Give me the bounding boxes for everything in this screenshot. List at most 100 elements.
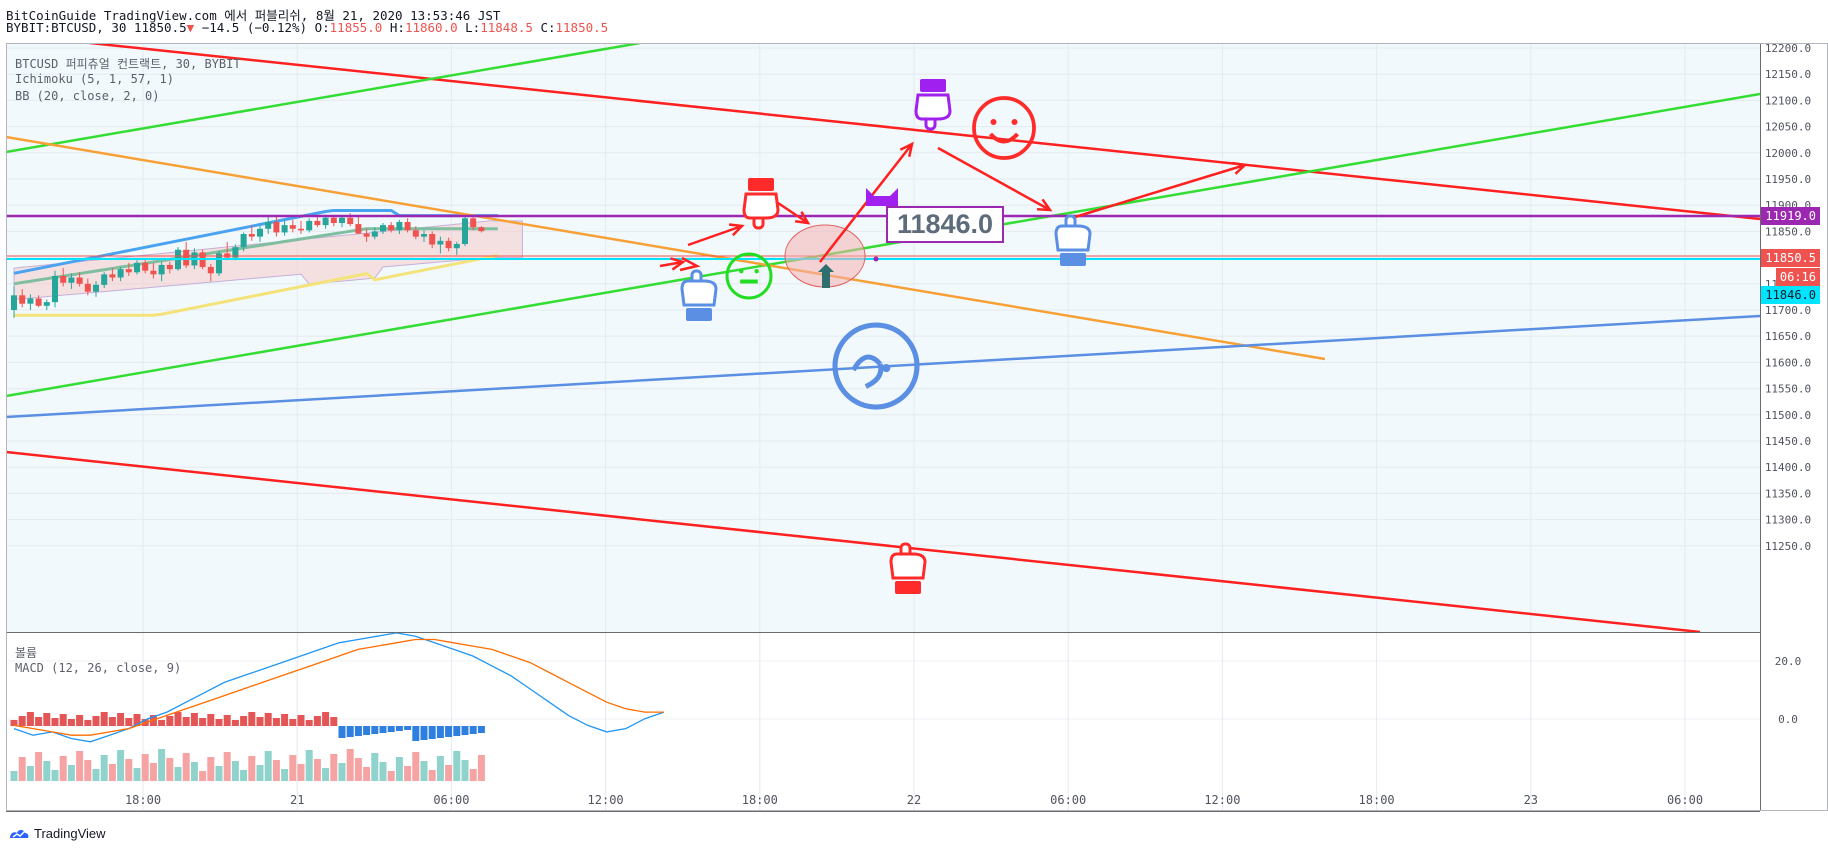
volume-bar — [92, 769, 100, 781]
red-arrow-head — [670, 257, 686, 271]
macd-histogram-bar — [453, 726, 461, 736]
volume-bar — [199, 771, 207, 781]
volume-bar — [264, 751, 272, 781]
footer-brand[interactable]: TradingView — [8, 826, 106, 841]
volume-bar — [26, 766, 34, 781]
volume-bar — [231, 761, 239, 781]
candle-body — [470, 218, 477, 228]
macd-histogram-bar — [330, 717, 338, 726]
pointing-hand-up-icon — [1054, 214, 1092, 266]
emoji-annotations — [680, 79, 1092, 594]
volume-legend[interactable]: 볼륨 — [15, 646, 38, 660]
price-tick-label: 11950.0 — [1765, 173, 1811, 186]
macd-histogram-bar — [223, 715, 231, 726]
price-tick-label: 11550.0 — [1765, 383, 1811, 396]
bb-legend[interactable]: BB (20, close, 2, 0) — [15, 89, 160, 103]
volume-bar — [256, 765, 264, 781]
volume-bar — [51, 770, 59, 781]
macd-histogram-bar — [182, 717, 190, 726]
last-price: 11850.5 — [133, 20, 187, 35]
face-outline — [832, 322, 920, 410]
macd-histogram-bar — [387, 726, 395, 732]
macd-histogram-bar — [18, 716, 26, 726]
volume-bar — [10, 771, 18, 781]
macd-histogram-bar — [117, 713, 125, 726]
volume-bar — [35, 752, 43, 781]
volume-bar — [322, 768, 330, 781]
macd-histogram-bar — [289, 719, 297, 726]
volume-bar — [297, 764, 305, 781]
face-outline — [972, 96, 1036, 160]
red-arrow-line — [937, 146, 1051, 212]
candle-body — [150, 270, 157, 275]
candle-body — [207, 267, 214, 274]
macd-histogram-bar — [166, 716, 174, 726]
cyan-line-price-tag: 11846.0 — [1761, 286, 1820, 304]
volume-bar — [174, 767, 182, 781]
time-tick-label: 22 — [907, 793, 921, 807]
red-arrow-head — [794, 211, 811, 225]
candle-body — [134, 262, 140, 273]
macd-signal-line — [13, 638, 664, 736]
macd-histogram-bar — [84, 720, 92, 726]
macd-histogram-bar — [395, 726, 403, 731]
macd-histogram-bar — [133, 714, 141, 726]
candle-body — [330, 217, 337, 224]
pointing-hand-up-icon — [889, 542, 927, 594]
macd-tick-label: 20.0 — [1775, 655, 1802, 668]
down-arrow-icon: ▼ — [186, 20, 195, 35]
macd-histogram-bar — [363, 726, 371, 735]
macd-histogram-bar — [10, 720, 18, 726]
price-tick-label: 12200.0 — [1765, 42, 1811, 55]
volume-bar — [469, 769, 477, 781]
candle-body — [396, 221, 403, 231]
red-arrow-line — [687, 224, 743, 247]
macd-line — [13, 633, 665, 743]
macd-histogram-bar — [404, 726, 412, 730]
volume-bar — [305, 750, 313, 781]
hand-palm — [889, 552, 927, 580]
hand-palm — [680, 279, 718, 307]
candle-body — [322, 217, 329, 226]
macd-histogram-bar — [256, 717, 264, 726]
candle-body — [371, 231, 378, 237]
time-axis[interactable]: 18:00 21 06:00 12:00 18:00 22 06:00 12:00 18:00 2… — [125, 793, 1703, 807]
hand-cuff — [895, 581, 921, 594]
candle-body — [289, 225, 296, 229]
symbol-legend: BTCUSD 퍼피츄얼 컨트랙트, 30, BYBIT — [15, 57, 241, 71]
candle-body — [183, 249, 190, 266]
macd-histogram-bar — [231, 720, 239, 726]
face-eye — [1011, 119, 1018, 125]
price-callout[interactable]: 11846.0 — [886, 206, 1004, 243]
open-value: 11855.0 — [329, 20, 383, 35]
price-axis[interactable]: 12200.0 12150.0 12100.0 12050.0 12000.0 11950… — [1765, 42, 1811, 726]
time-tick-label: 23 — [1524, 793, 1538, 807]
ichimoku-legend[interactable]: Ichimoku (5, 1, 57, 1) — [15, 72, 174, 86]
close-label: C: — [540, 20, 556, 35]
low-label: L: — [465, 20, 481, 35]
candle-body — [248, 234, 255, 237]
candle-body — [19, 295, 26, 304]
time-tick-label: 06:00 — [433, 793, 469, 807]
candle-body — [445, 240, 452, 249]
macd-tick-label: 0.0 — [1778, 713, 1798, 726]
candle-body — [273, 221, 280, 233]
volume-bar — [215, 766, 223, 781]
volume-bar — [395, 757, 403, 781]
macd-histogram-bar — [215, 719, 223, 726]
volume-bar — [207, 757, 215, 781]
macd-histogram-bar — [125, 718, 133, 726]
volume-bar — [313, 759, 321, 781]
price-tick-label: 11700.0 — [1765, 304, 1811, 317]
price-tick-label: 11400.0 — [1765, 461, 1811, 474]
candle-body — [93, 284, 99, 292]
macd-histogram-bar — [420, 726, 428, 740]
volume-bar — [67, 765, 75, 781]
open-label: O: — [314, 20, 330, 35]
candle-body — [453, 243, 460, 249]
last-price-tag: 11850.5 — [1761, 249, 1820, 267]
candle-body — [216, 253, 222, 274]
macd-histogram-bar — [477, 726, 485, 733]
macd-legend[interactable]: MACD (12, 26, close, 9) — [15, 661, 182, 675]
